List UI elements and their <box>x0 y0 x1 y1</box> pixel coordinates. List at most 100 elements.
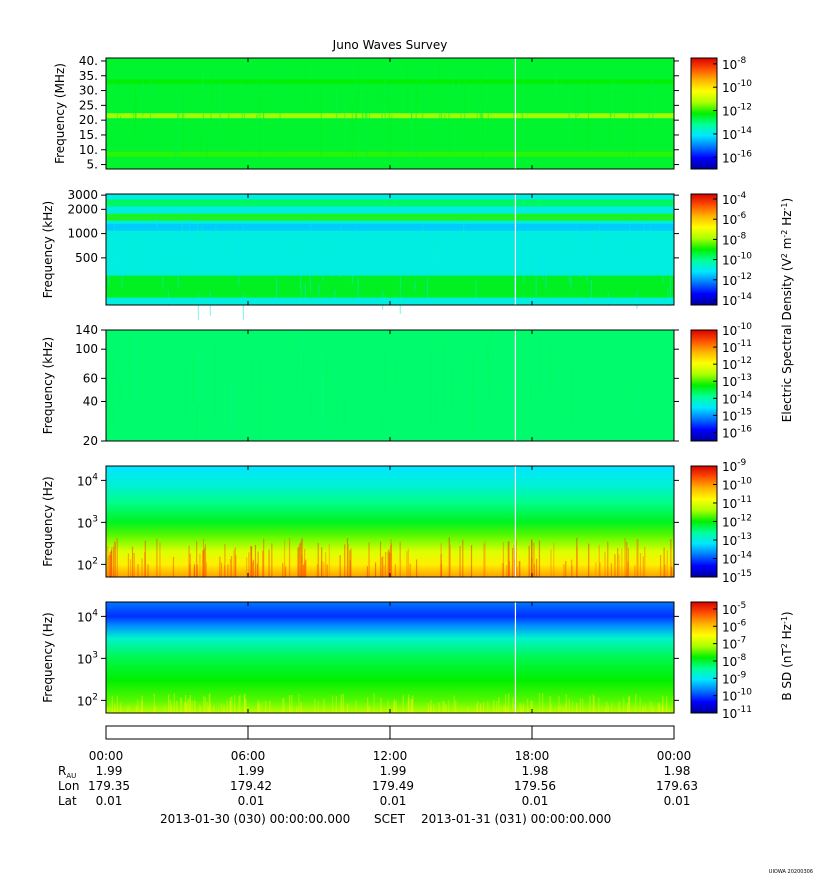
colorbar-tick-label: 10-10 <box>722 477 752 493</box>
ephemeris-value: 1.99 <box>380 764 407 778</box>
colorbar-tick-label: 10-11 <box>722 339 752 355</box>
watermark: UIOWA 20200306 <box>769 869 813 875</box>
emission-band <box>106 79 674 85</box>
colorbar-tick-label: 10-6 <box>722 211 747 227</box>
colorbar-tick-label: 10-16 <box>722 149 752 165</box>
time-tick-label: 00:00 <box>89 749 124 763</box>
emission-band <box>106 275 674 298</box>
y-tick-label: 20. <box>79 113 98 127</box>
ephemeris-value: 0.01 <box>96 794 123 808</box>
colorbar <box>690 465 718 578</box>
colorbar-tick-label: 10-13 <box>722 373 752 389</box>
emission-band <box>106 151 674 157</box>
y-tick-label: 500 <box>75 251 98 265</box>
ephemeris-value: 0.01 <box>664 794 691 808</box>
spectrogram-texture <box>108 217 671 320</box>
y-tick-label: 140 <box>75 323 98 337</box>
ephemeris-label: Lat <box>58 794 77 808</box>
y-tick-label: 20 <box>83 434 98 448</box>
y-tick-label: 30. <box>79 84 98 98</box>
y-tick-label: 103 <box>77 650 98 666</box>
colorbar <box>690 193 718 306</box>
scet-label: SCET <box>374 812 406 826</box>
y-tick-label: 35. <box>79 69 98 83</box>
colorbar-tick-label: 10-12 <box>722 514 752 530</box>
colorbar <box>690 57 718 170</box>
spectrogram-image <box>106 466 674 577</box>
ephemeris-value: 179.63 <box>656 779 698 793</box>
spectrogram-image <box>106 602 674 713</box>
y-tick-label: 103 <box>77 514 98 530</box>
colorbar-tick-label: 10-6 <box>722 618 747 634</box>
ephemeris-value: 1.99 <box>96 764 123 778</box>
colorbar-tick-label: 10-11 <box>722 495 752 511</box>
spectrogram-texture <box>111 330 675 439</box>
ephemeris-label: Lon <box>58 779 79 793</box>
ephemeris-value: 179.56 <box>514 779 556 793</box>
y-tick-label: 104 <box>77 472 98 488</box>
y-tick-label: 102 <box>77 692 98 708</box>
spectrogram-texture <box>107 537 673 577</box>
panel-1: 40.35.30.25.20.15.10.5. Frequency (MHz) 10… <box>53 54 752 172</box>
ephemeris-value: 1.99 <box>238 764 265 778</box>
colorbar-tick-label: 10-10 <box>722 79 752 95</box>
colorbar-tick-label: 10-5 <box>722 601 746 617</box>
colorbar-tick-label: 10-9 <box>722 458 747 474</box>
colorbar-tick-label: 10-14 <box>722 551 752 567</box>
spectrogram-texture <box>106 58 654 168</box>
colorbar-tick-label: 10-15 <box>722 569 752 585</box>
start-time-label: 2013-01-30 (030) 00:00:00.000 <box>160 812 350 826</box>
time-tick-label: 18:00 <box>515 749 550 763</box>
spectrogram-image <box>106 330 674 441</box>
y-tick-label: 102 <box>77 556 98 572</box>
colorbar-tick-label: 10-12 <box>722 356 752 372</box>
chart-title: Juno Waves Survey <box>332 38 448 52</box>
ephemeris-value: 179.35 <box>88 779 130 793</box>
ephemeris-label: RAU <box>58 764 76 780</box>
colorbar <box>690 329 718 442</box>
colorbar-tick-label: 10-12 <box>722 272 752 288</box>
emission-band <box>106 223 674 231</box>
y-tick-label: 40 <box>83 394 98 408</box>
time-tick-label: 06:00 <box>231 749 266 763</box>
y-axis-label: Frequency (Hz) <box>41 476 55 567</box>
colorbar-tick-label: 10-14 <box>722 390 752 406</box>
ephemeris-value: 1.98 <box>664 764 691 778</box>
colorbar-tick-label: 10-8 <box>722 56 747 72</box>
y-tick-label: 104 <box>77 608 98 624</box>
colorbar-tick-label: 10-14 <box>722 126 752 142</box>
colorbar-tick-label: 10-8 <box>722 653 747 669</box>
y-tick-label: 25. <box>79 98 98 112</box>
end-time-label: 2013-01-31 (031) 00:00:00.000 <box>421 812 611 826</box>
y-tick-label: 40. <box>79 54 98 68</box>
panel-4: 104 103 102 Frequency (Hz) 10-9 10-10 10-11 10-… <box>41 458 752 585</box>
bfield-colorbar-label: B SD (nT2 Hz-1) <box>780 611 795 700</box>
spectrogram-panels: 40.35.30.25.20.15.10.5. Frequency (MHz) 10… <box>41 54 752 721</box>
ephemeris-value: 1.98 <box>522 764 549 778</box>
colorbar-tick-label: 10-15 <box>722 407 752 423</box>
ephemeris-value: 179.49 <box>372 779 414 793</box>
y-tick-label: 2000 <box>67 202 98 216</box>
colorbar-tick-label: 10-16 <box>722 424 752 440</box>
efield-colorbar-label: Electric Spectral Density (V2 m-2 Hz-1) <box>780 198 795 422</box>
colorbar-tick-label: 10-10 <box>722 322 752 338</box>
colorbar-tick-label: 10-14 <box>722 292 752 308</box>
spectrogram-texture <box>106 693 675 713</box>
colorbar-tick-label: 10-10 <box>722 688 752 704</box>
time-axis: 00:00 06:00 12:00 18:00 00:00 RAU 1.99 1.99 1.99… <box>58 725 698 808</box>
colorbar-tick-label: 10-4 <box>722 191 747 207</box>
y-axis-label: Frequency (Hz) <box>41 612 55 703</box>
colorbar-tick-label: 10-8 <box>722 231 747 247</box>
y-axis-label: Frequency (kHz) <box>41 337 55 434</box>
y-tick-label: 60 <box>83 371 98 385</box>
colorbar-tick-label: 10-13 <box>722 532 752 548</box>
colorbar-tick-label: 10-7 <box>722 636 746 652</box>
y-axis-label: Frequency (kHz) <box>41 201 55 298</box>
y-tick-label: 1000 <box>67 227 98 241</box>
colorbar-tick-label: 10-11 <box>722 705 752 721</box>
y-tick-label: 10. <box>79 143 98 157</box>
y-tick-label: 100 <box>75 342 98 356</box>
